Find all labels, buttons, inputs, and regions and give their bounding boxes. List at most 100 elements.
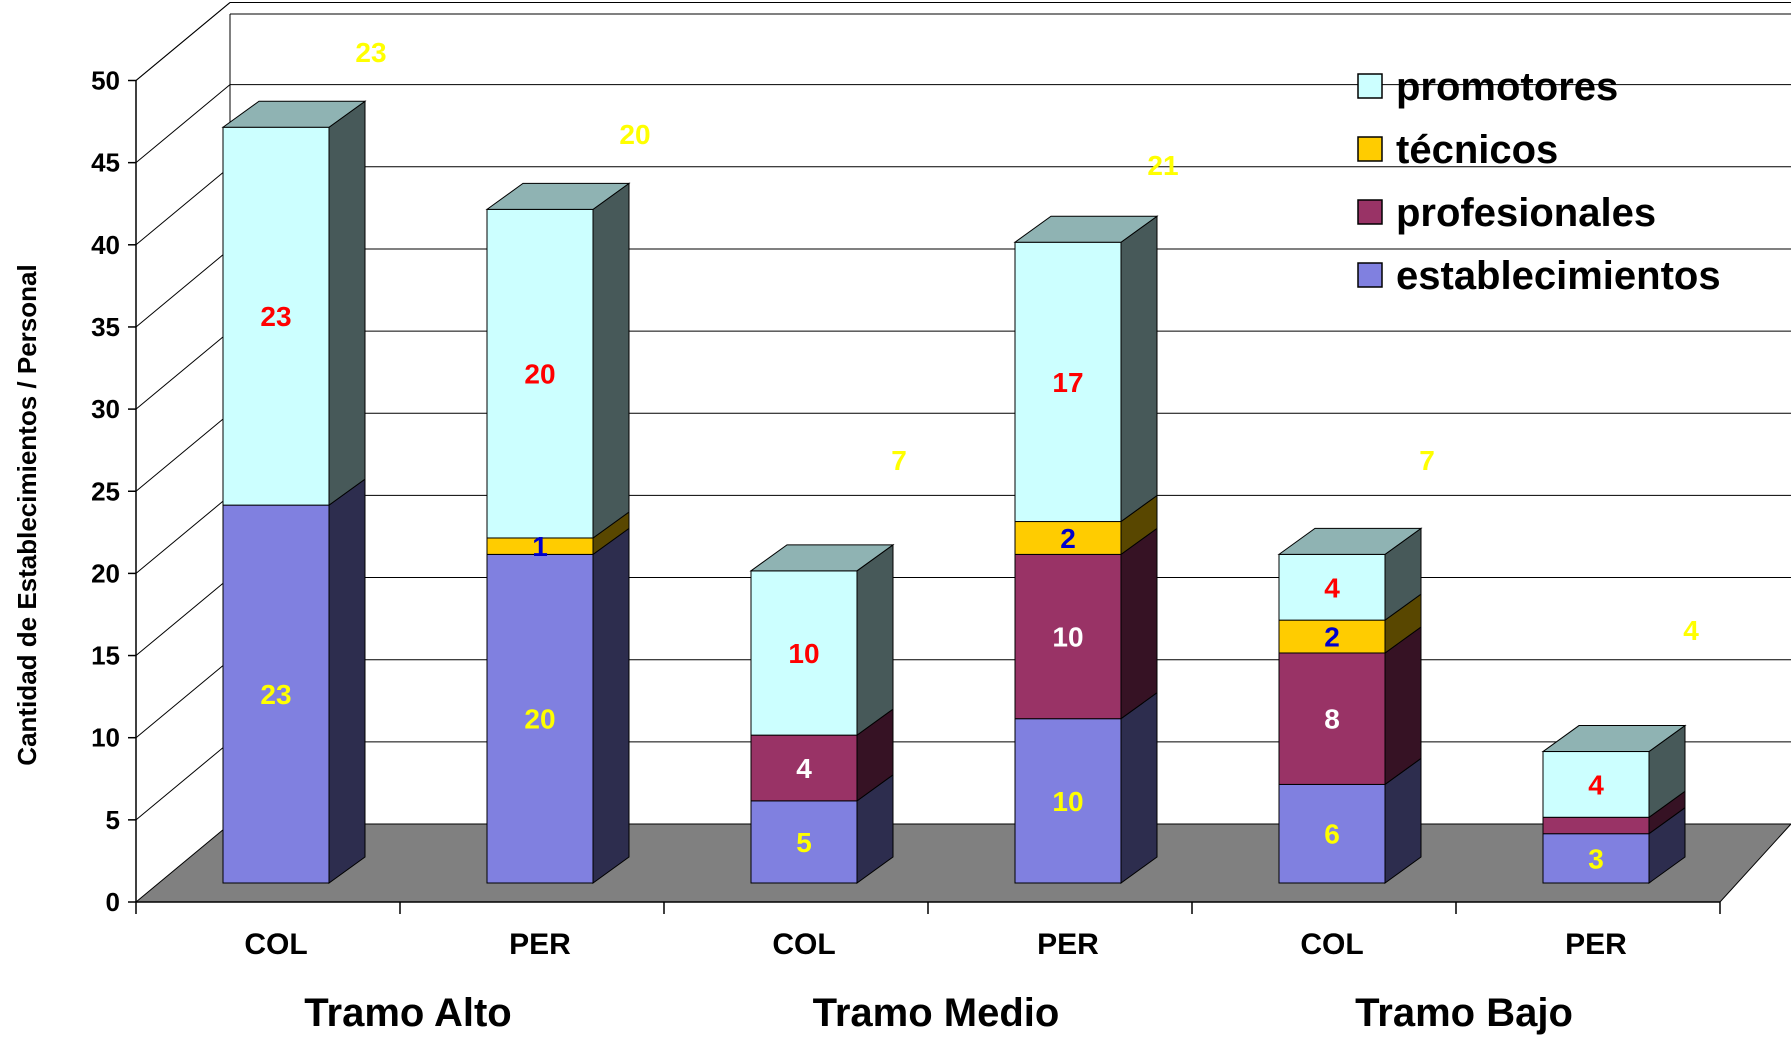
data-label: 20	[524, 359, 555, 390]
bar-top	[1277, 527, 1423, 555]
bar-segment	[1542, 806, 1686, 884]
gridline-diagonal	[135, 2, 231, 81]
total-label: 23	[355, 37, 386, 68]
y-tick-label: 50	[91, 66, 120, 96]
x-group-label: Tramo Bajo	[1355, 991, 1573, 1035]
x-category-label: PER	[1565, 928, 1627, 961]
bar-segment	[1278, 626, 1422, 786]
bar-segment	[1014, 691, 1158, 884]
bar-front	[1542, 816, 1650, 835]
data-label: 2	[1060, 523, 1076, 554]
data-label: 23	[260, 679, 291, 710]
bar-segment	[1013, 215, 1159, 523]
bar-front	[1014, 241, 1122, 523]
bar-side	[328, 478, 366, 884]
bar-segment	[486, 527, 630, 884]
bar-segment	[750, 708, 894, 802]
data-label: 10	[1052, 622, 1083, 653]
bar-top	[749, 544, 895, 572]
gridline-diagonal	[135, 412, 231, 492]
legend-swatch	[1357, 199, 1383, 225]
bar-top	[1541, 725, 1687, 753]
data-label: 10	[788, 638, 819, 669]
legend-swatch	[1357, 136, 1383, 162]
bar-side	[1384, 626, 1422, 786]
bar-front	[1014, 521, 1122, 555]
bar-front	[750, 734, 858, 802]
y-tick-label: 0	[106, 887, 120, 917]
y-tick-label: 35	[91, 312, 120, 342]
data-label: 23	[260, 301, 291, 332]
legend-swatch	[1357, 73, 1383, 99]
data-label: 4	[796, 753, 812, 784]
data-label: 17	[1052, 367, 1083, 398]
y-tick-label: 20	[91, 558, 120, 588]
bar-segment	[222, 478, 366, 884]
bar-segment	[750, 773, 894, 884]
bar-top	[485, 182, 631, 210]
legend-item: establecimientos	[1357, 254, 1721, 298]
legend-item: promotores	[1357, 65, 1618, 109]
total-label: 7	[891, 445, 907, 476]
gridline-diagonal	[135, 166, 231, 246]
y-tick-label: 15	[91, 641, 120, 671]
bar-front	[1542, 751, 1650, 818]
bar-segment	[1014, 527, 1158, 720]
legend-item: profesionales	[1357, 191, 1656, 235]
gridline-diagonal	[135, 659, 231, 739]
legend-label: establecimientos	[1396, 254, 1721, 298]
data-label: 5	[796, 827, 812, 858]
bar-segment	[221, 100, 367, 507]
bar-top	[221, 100, 367, 128]
x-group-label: Tramo Medio	[813, 991, 1060, 1035]
y-tick-label: 45	[91, 148, 120, 178]
bar-segment	[1541, 724, 1687, 819]
y-tick-label: 5	[106, 805, 120, 835]
legend-item: técnicos	[1357, 128, 1558, 172]
bar-front	[222, 504, 330, 884]
legend: promotores técnicos profesionales estableci…	[1357, 65, 1721, 298]
data-label: 4	[1588, 769, 1604, 800]
data-label: 4	[1324, 572, 1340, 603]
y-tick-label: 10	[91, 723, 120, 753]
x-category-label: COL	[772, 928, 835, 961]
y-tick-label: 25	[91, 476, 120, 506]
bar-side	[1120, 691, 1158, 884]
total-label: 21	[1147, 150, 1178, 181]
bar-front	[1278, 652, 1386, 785]
bar-front	[486, 208, 594, 539]
gridline-diagonal	[135, 330, 231, 410]
data-label: 2	[1324, 622, 1340, 653]
data-label: 1	[532, 531, 548, 562]
bar-front	[1014, 553, 1122, 720]
bar-segment	[1277, 527, 1423, 622]
data-label: 3	[1588, 843, 1604, 874]
bar-segment	[1278, 593, 1422, 654]
bar-front	[1542, 833, 1650, 884]
bar-side	[592, 527, 630, 884]
bar-side	[856, 543, 894, 737]
bar-segment	[485, 182, 631, 539]
gridline-diagonal	[135, 84, 231, 164]
bar-side	[328, 100, 366, 507]
bar-segment	[1278, 757, 1422, 884]
bar-front	[1278, 553, 1386, 621]
x-category-label: COL	[244, 928, 307, 961]
x-category-label: COL	[1300, 928, 1363, 961]
legend-swatch	[1357, 262, 1383, 288]
gridline-diagonal	[135, 248, 231, 328]
bar-segment	[486, 510, 630, 556]
bar-segment	[1014, 494, 1158, 556]
x-category-label: PER	[1037, 928, 1099, 961]
bar-front	[1278, 783, 1386, 884]
bars	[221, 100, 1687, 884]
gridline-diagonal	[135, 741, 231, 821]
total-label: 7	[1419, 445, 1435, 476]
total-label: 20	[619, 119, 650, 150]
bar-side	[1120, 215, 1158, 523]
bar-side	[592, 182, 630, 539]
x-group-label: Tramo Alto	[304, 991, 511, 1035]
bar-top	[1013, 215, 1159, 243]
